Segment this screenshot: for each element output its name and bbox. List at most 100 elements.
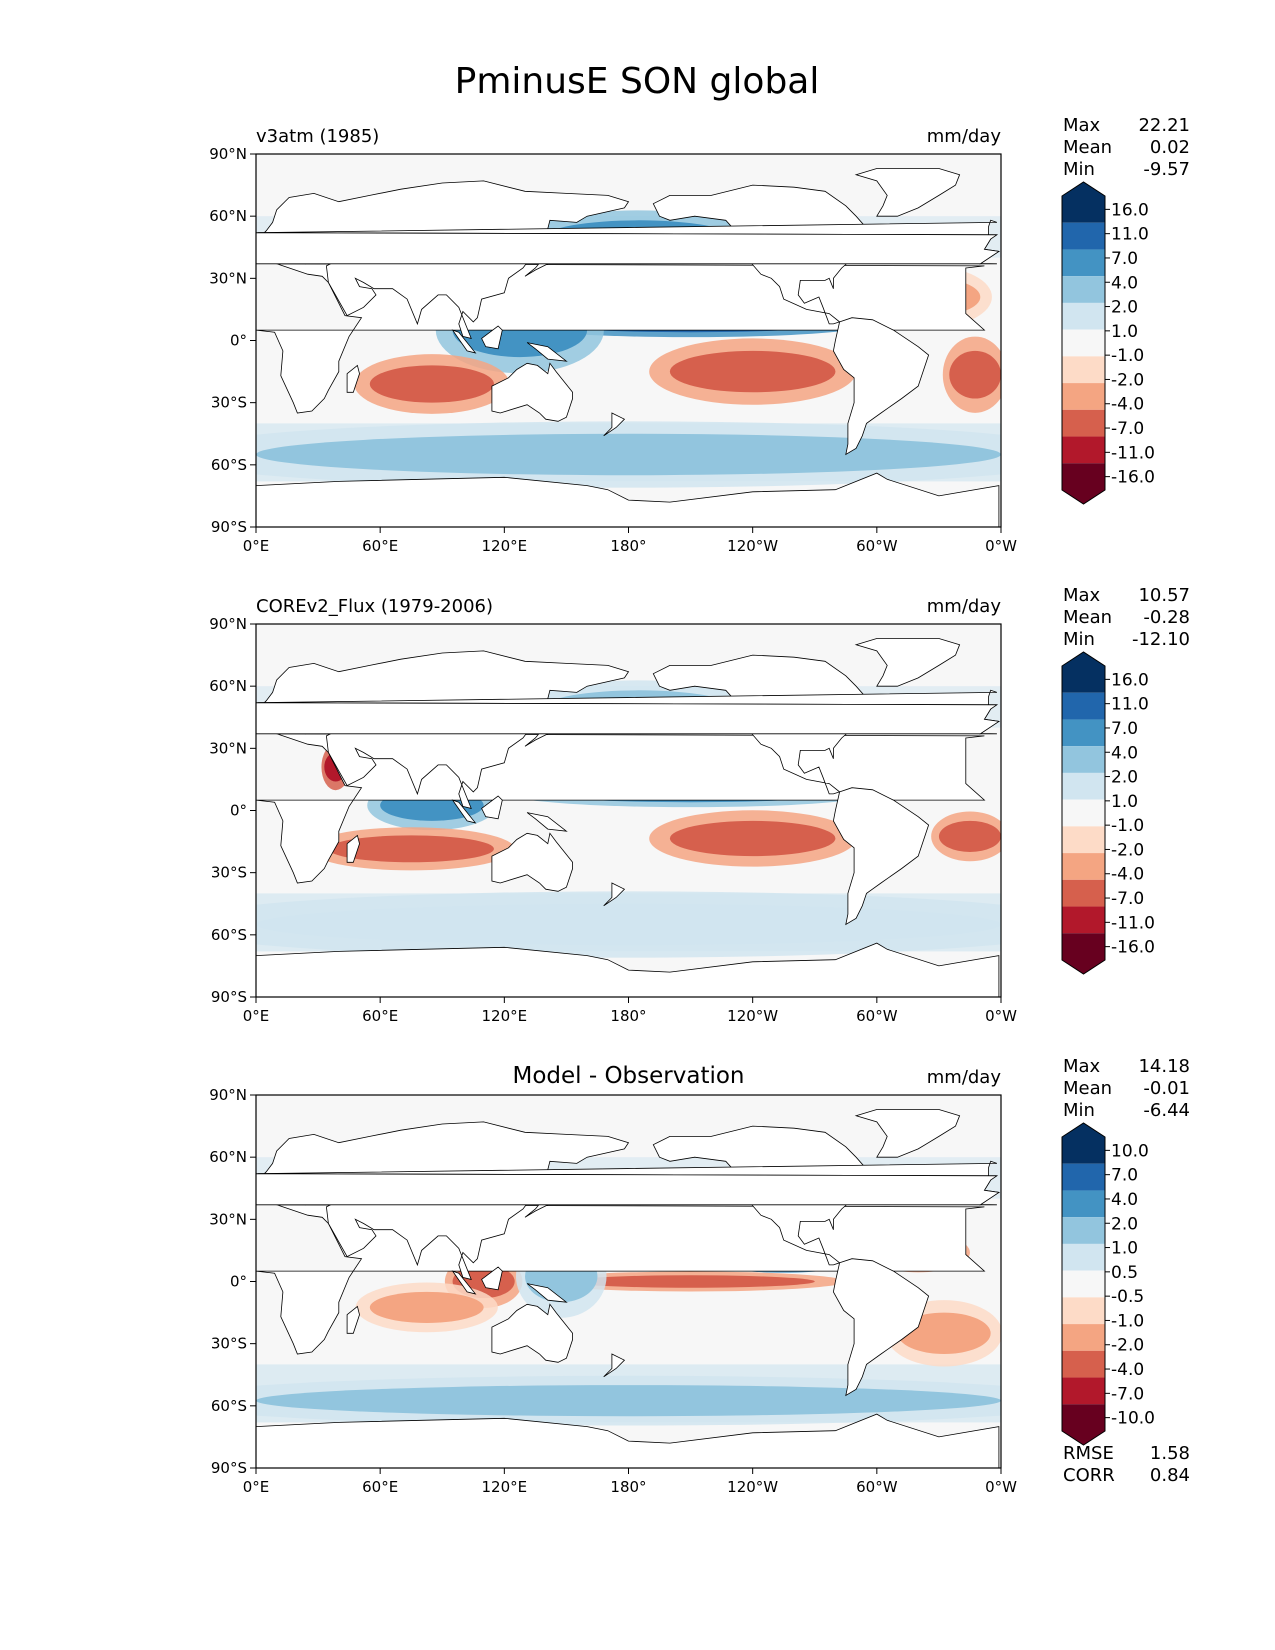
- colorbar-tick-label: 16.0: [1111, 670, 1149, 690]
- colorbar-segment: [1062, 719, 1105, 747]
- map-area: [256, 1095, 1001, 1468]
- colorbar-tick-label: 11.0: [1111, 225, 1149, 245]
- lat-tick-label: 90°N: [209, 145, 247, 163]
- colorbar-segment: [1062, 799, 1105, 827]
- lat-tick-label: 60°S: [211, 1397, 247, 1415]
- lat-tick-label: 90°S: [211, 518, 247, 536]
- panel-observation: 90°N 60°N 30°N 0° 30°S 60°S 90°S0°E 60°E 120°E 18…: [209, 585, 1190, 1025]
- colorbar-tick-label: -7.0: [1111, 1384, 1144, 1404]
- colorbar-segment: [1062, 692, 1105, 720]
- continents: [256, 168, 1000, 527]
- stat-min-label: Min: [1063, 629, 1095, 650]
- colorbar-segment: [1062, 249, 1105, 277]
- metric-rmse-label: RMSE: [1063, 1443, 1114, 1464]
- land-sumatra: [451, 799, 477, 824]
- continents: [256, 1109, 1000, 1468]
- colorbar-tick-label: 7.0: [1111, 249, 1138, 269]
- lat-tick-label: 60°N: [209, 1148, 247, 1166]
- colorbar-segment: [1062, 222, 1105, 250]
- colorbar-segment: [1062, 1324, 1105, 1351]
- land-borneo: [481, 1266, 503, 1291]
- colorbar-segment-bottom: [1062, 933, 1105, 974]
- lon-tick-label: 60°W: [856, 537, 898, 555]
- metric-corr-label: CORR: [1063, 1465, 1115, 1486]
- stat-min-value: -12.10: [1132, 629, 1190, 650]
- colorbar: 16.0 11.0 7.0 4.0 2.0 1.0 -1.0 -2.0 -4.0 -7.0 -11.…: [1061, 651, 1155, 975]
- lat-tick-label: 90°S: [211, 1459, 247, 1477]
- colorbar-outline: [1061, 651, 1106, 975]
- colorbar-tick-label: -1.0: [1111, 346, 1144, 366]
- units-label: mm/day: [927, 596, 1002, 617]
- colorbar-tick-label: 4.0: [1111, 743, 1138, 763]
- lat-tick-label: 60°N: [209, 677, 247, 695]
- land-greenland: [854, 1109, 961, 1158]
- colorbar-tick-label: 11.0: [1111, 695, 1149, 715]
- colorbar-outline: [1061, 1122, 1106, 1446]
- lon-tick-label: 120°E: [482, 1007, 528, 1025]
- land-borneo: [481, 325, 503, 350]
- colorbar-tick-label: -1.0: [1111, 1311, 1144, 1331]
- stat-max-label: Max: [1063, 115, 1101, 136]
- colorbar-segment: [1062, 906, 1105, 934]
- lon-tick-label: 60°E: [362, 1478, 398, 1496]
- lat-tick-label: 90°N: [209, 1086, 247, 1104]
- colorbar-segment: [1062, 329, 1105, 357]
- lon-tick-label: 120°W: [727, 1478, 778, 1496]
- colorbar-outline: [1061, 181, 1106, 505]
- stat-max-label: Max: [1063, 1056, 1101, 1077]
- colorbar-segment: [1062, 1163, 1105, 1191]
- stat-mean-value: -0.28: [1143, 607, 1190, 628]
- lat-tick-label: 0°: [230, 332, 247, 350]
- colorbar-segment: [1062, 879, 1105, 907]
- lon-tick-label: 0°W: [985, 1007, 1017, 1025]
- colorbar-tick-label: -7.0: [1111, 419, 1144, 439]
- land-antarctica: [256, 942, 1000, 997]
- panel-title: COREv2_Flux (1979-2006): [256, 596, 493, 617]
- lat-tick-label: 30°N: [209, 269, 247, 287]
- region-south-atlantic-subtropics: [949, 350, 1001, 399]
- colorbar-segment: [1062, 1377, 1105, 1405]
- lat-tick-label: 90°N: [209, 615, 247, 633]
- land-new-zealand: [603, 1353, 626, 1378]
- colorbar-tick-label: -2.0: [1111, 370, 1144, 390]
- region-south-indian-ocean: [369, 1291, 484, 1323]
- land-madagascar: [346, 834, 360, 863]
- lon-tick-label: 120°W: [727, 1007, 778, 1025]
- region-se-pacific-subtropics: [669, 350, 836, 393]
- colorbar-tick-label: -4.0: [1111, 865, 1144, 885]
- colorbar-tick-label: 4.0: [1111, 273, 1138, 293]
- colorbar-segment: [1062, 746, 1105, 773]
- colorbar-tick-label: 10.0: [1111, 1141, 1149, 1161]
- region-south-atlantic: [897, 1312, 991, 1355]
- stat-max-value: 14.18: [1138, 1056, 1190, 1077]
- land-eurasia: [261, 180, 1000, 339]
- lat-tick-label: 60°N: [209, 207, 247, 225]
- figure-title: PminusE SON global: [455, 61, 820, 102]
- colorbar-segment: [1062, 1190, 1105, 1218]
- colorbar-tick-label: 2.0: [1111, 298, 1138, 318]
- land-europe-west: [256, 1173, 1000, 1206]
- stat-min-value: -6.44: [1143, 1100, 1190, 1121]
- colorbar-segment: [1062, 383, 1105, 410]
- colorbar-segment: [1062, 1270, 1105, 1298]
- region-se-pacific-subtropics: [669, 820, 836, 857]
- land-borneo: [481, 795, 503, 820]
- stat-mean-value: -0.01: [1143, 1078, 1190, 1099]
- stat-mean-label: Mean: [1063, 607, 1112, 628]
- lon-tick-label: 0°E: [243, 537, 270, 555]
- land-south-america: [832, 787, 930, 926]
- colorbar-segment: [1062, 302, 1105, 330]
- lat-tick-label: 60°S: [211, 926, 247, 944]
- panel-title: v3atm (1985): [256, 126, 379, 147]
- colorbar-tick-label: -1.0: [1111, 816, 1144, 836]
- colorbar-tick-label: -4.0: [1111, 1360, 1144, 1380]
- stat-mean-label: Mean: [1063, 137, 1112, 158]
- lat-tick-label: 30°N: [209, 739, 247, 757]
- colorbar-segment: [1062, 1350, 1105, 1378]
- stat-max-value: 22.21: [1138, 115, 1190, 136]
- map-area: [256, 154, 1001, 527]
- land-eurasia: [261, 650, 1000, 809]
- stat-min-value: -9.57: [1143, 159, 1190, 180]
- units-label: mm/day: [927, 1067, 1002, 1088]
- colorbar-tick-label: -2.0: [1111, 1336, 1144, 1356]
